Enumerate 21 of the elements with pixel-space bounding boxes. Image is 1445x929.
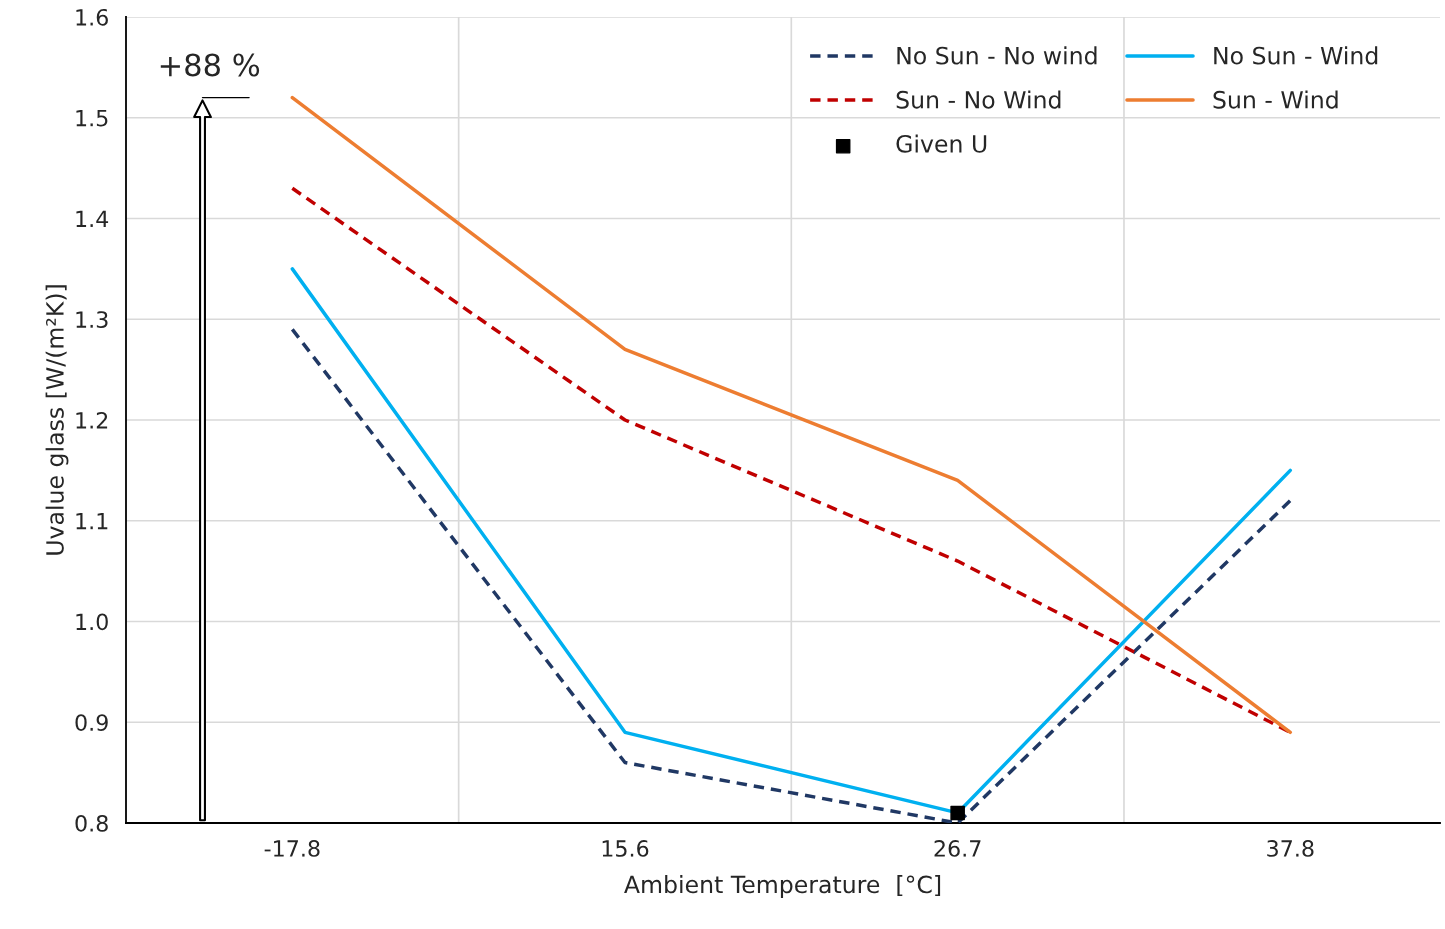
y-tick-label: 1.5 — [76, 109, 108, 127]
y-tick-label: 1.0 — [76, 613, 108, 631]
x-tick-label: 26.7 — [934, 840, 981, 857]
x-tick-label: 37.8 — [1267, 840, 1314, 857]
annotation: +88 % — [160, 53, 260, 77]
y-tick-label: 1.3 — [76, 311, 108, 329]
legend-label: Given U — [896, 134, 987, 153]
legend-label: Sun - Wind — [1213, 90, 1338, 109]
y-tick-label: 0.9 — [75, 714, 108, 732]
x-tick-label: 15.6 — [602, 840, 649, 857]
legend-label: Sun - No Wind — [896, 90, 1061, 109]
x-axis-title: Ambient Temperature [°C] — [624, 875, 941, 898]
y-tick-label: 1.2 — [76, 411, 108, 429]
y-tick-label: 1.1 — [76, 512, 108, 530]
y-tick-label: 0.8 — [75, 814, 108, 832]
y-tick-label: 1.4 — [76, 210, 109, 227]
legend-label: No Sun - Wind — [1214, 46, 1378, 65]
y-tick-label: 1.6 — [76, 8, 108, 26]
x-tick-label: -17.8 — [264, 840, 320, 857]
y-axis-title: Uvalue glass [W/(m²K)] — [45, 285, 69, 555]
legend-label: No Sun - No wind — [897, 46, 1097, 65]
